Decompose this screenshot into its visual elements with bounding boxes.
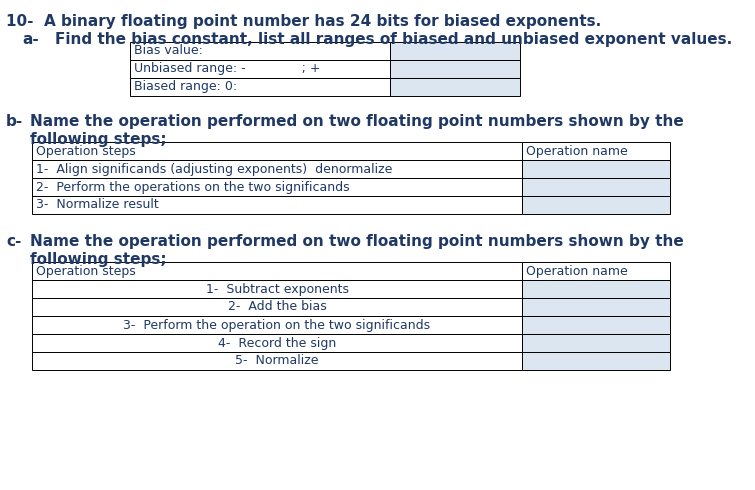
- Bar: [522, 334, 670, 352]
- Bar: [32, 316, 522, 334]
- Bar: [390, 42, 520, 60]
- Bar: [32, 262, 522, 280]
- Text: Name the operation performed on two floating point numbers shown by the: Name the operation performed on two floa…: [30, 234, 684, 249]
- Text: b-: b-: [6, 114, 23, 129]
- Bar: [32, 142, 522, 160]
- Text: Operation steps: Operation steps: [36, 145, 136, 157]
- Bar: [32, 196, 522, 214]
- Text: Find the bias constant, list all ranges of biased and unbiased exponent values.: Find the bias constant, list all ranges …: [55, 32, 732, 47]
- Bar: [390, 78, 520, 96]
- Text: following steps;: following steps;: [30, 132, 167, 147]
- Text: 2-  Add the bias: 2- Add the bias: [227, 300, 326, 314]
- Bar: [522, 142, 670, 160]
- Bar: [522, 262, 670, 280]
- Text: a-: a-: [22, 32, 39, 47]
- Bar: [32, 160, 522, 178]
- Bar: [522, 178, 670, 196]
- Text: c-: c-: [6, 234, 21, 249]
- Text: 3-  Perform the operation on the two significands: 3- Perform the operation on the two sign…: [123, 318, 430, 332]
- Bar: [32, 178, 522, 196]
- Text: Bias value:: Bias value:: [134, 45, 203, 57]
- Bar: [522, 160, 670, 178]
- Text: 1-  Subtract exponents: 1- Subtract exponents: [205, 283, 349, 295]
- Bar: [390, 60, 520, 78]
- Text: Operation name: Operation name: [526, 265, 627, 277]
- Bar: [522, 352, 670, 370]
- Text: 3-  Normalize result: 3- Normalize result: [36, 198, 159, 212]
- Text: 4-  Record the sign: 4- Record the sign: [218, 337, 336, 349]
- Text: Unbiased range: -              ; +: Unbiased range: - ; +: [134, 63, 321, 75]
- Text: 5-  Normalize: 5- Normalize: [236, 354, 319, 368]
- Text: Operation name: Operation name: [526, 145, 627, 157]
- Bar: [522, 280, 670, 298]
- Bar: [522, 196, 670, 214]
- Bar: [130, 42, 390, 60]
- Text: 1-  Align significands (adjusting exponents)  denormalize: 1- Align significands (adjusting exponen…: [36, 163, 393, 175]
- Text: 2-  Perform the operations on the two significands: 2- Perform the operations on the two sig…: [36, 180, 350, 194]
- Bar: [130, 60, 390, 78]
- Bar: [522, 316, 670, 334]
- Bar: [32, 298, 522, 316]
- Text: 10-  A binary floating point number has 24 bits for biased exponents.: 10- A binary floating point number has 2…: [6, 14, 601, 29]
- Bar: [130, 78, 390, 96]
- Text: Name the operation performed on two floating point numbers shown by the: Name the operation performed on two floa…: [30, 114, 684, 129]
- Text: Biased range: 0:: Biased range: 0:: [134, 80, 237, 94]
- Text: following steps;: following steps;: [30, 252, 167, 267]
- Bar: [32, 352, 522, 370]
- Bar: [32, 334, 522, 352]
- Bar: [522, 298, 670, 316]
- Text: Operation steps: Operation steps: [36, 265, 136, 277]
- Bar: [32, 280, 522, 298]
